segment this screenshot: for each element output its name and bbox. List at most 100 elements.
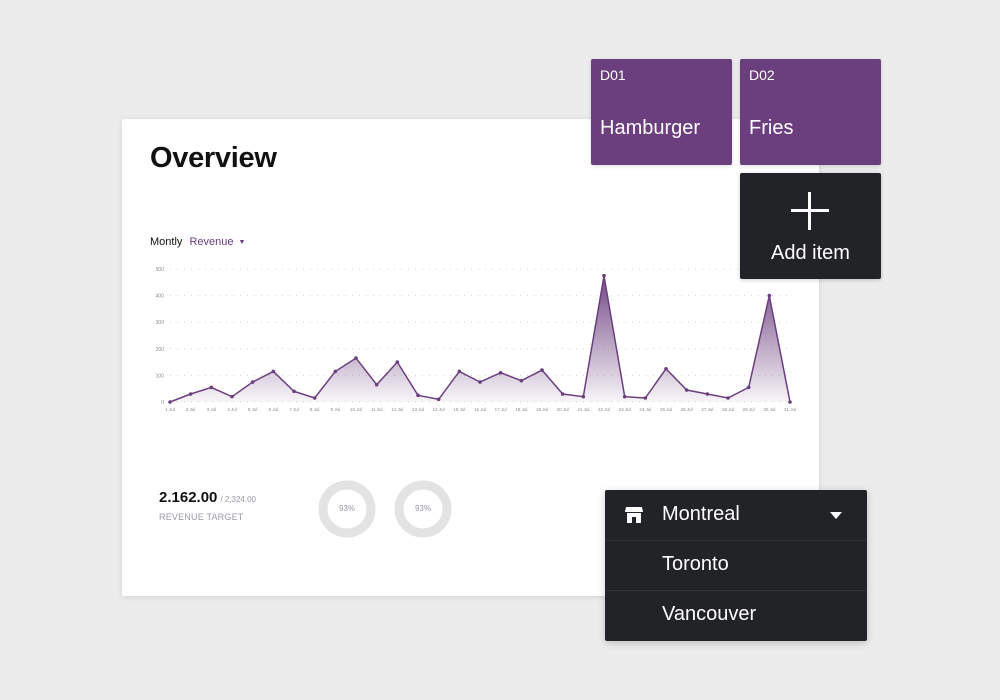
data-point (581, 394, 586, 399)
data-point (209, 385, 214, 390)
store-icon (625, 507, 643, 523)
plus-icon (791, 192, 829, 230)
location-label: Vancouver (662, 603, 757, 625)
item-code: D02 (749, 67, 775, 83)
x-tick-label: 27 Jul (701, 407, 713, 412)
x-tick-label: 10 Jul (350, 407, 362, 412)
x-tick-label: 26 Jul (681, 407, 693, 412)
metric-select-label: Revenue (189, 236, 234, 248)
data-point (292, 389, 296, 394)
data-point (230, 394, 234, 399)
data-point (354, 356, 358, 360)
add-item-button[interactable]: Add item (740, 173, 881, 279)
data-point (767, 293, 772, 298)
x-tick-label: 9 Jul (331, 407, 341, 412)
revenue-metric: 2.162.00/ 2,324.00 (159, 489, 256, 506)
revenue-target-value: / 2,324.00 (220, 495, 256, 504)
data-point (788, 400, 792, 404)
data-point (498, 370, 503, 375)
x-tick-label: 31 Jul (784, 407, 796, 412)
data-point (664, 366, 668, 371)
data-point (560, 392, 565, 396)
x-tick-label: 29 Jul (743, 407, 755, 412)
data-point (168, 400, 172, 404)
y-tick-label: 0 (161, 400, 164, 406)
x-tick-label: 16 Jul (474, 407, 486, 412)
donut-1-percent: 93% (338, 504, 355, 513)
x-tick-label: 3 Jul (207, 407, 217, 412)
metric-select[interactable]: Revenue ▼ (189, 236, 245, 248)
x-tick-label: 28 Jul (722, 407, 734, 412)
location-dropdown: Montreal Toronto Vancouver (605, 490, 867, 641)
item-name: Fries (749, 117, 794, 139)
x-tick-label: 1 Jul (165, 407, 175, 412)
add-item-label: Add item (771, 242, 850, 264)
x-tick-label: 30 Jul (763, 407, 775, 412)
x-tick-label: 12 Jul (391, 407, 403, 412)
y-tick-label: 400 (156, 294, 165, 300)
x-tick-label: 11 Jul (371, 407, 383, 412)
page-title: Overview (150, 142, 277, 174)
chevron-down-icon[interactable] (830, 512, 842, 519)
y-tick-label: 100 (156, 373, 165, 379)
y-tick-label: 300 (156, 320, 165, 326)
data-point (705, 392, 710, 396)
location-label: Toronto (662, 553, 729, 575)
data-point (602, 273, 606, 278)
data-point (540, 368, 544, 372)
item-tile-hamburger[interactable]: D01 Hamburger (591, 59, 732, 165)
location-option-montreal[interactable]: Montreal (605, 490, 867, 541)
data-point (312, 396, 317, 400)
x-tick-label: 13 Jul (412, 407, 424, 412)
overview-card: Overview Montly Revenue ▼ 0 100 200 300 400 50… (122, 119, 819, 596)
x-tick-label: 21 Jul (577, 407, 589, 412)
donut-chart-1: 93% (317, 479, 377, 539)
donut-2-percent: 93% (414, 504, 431, 513)
data-point (271, 369, 276, 374)
x-tick-label: 18 Jul (515, 407, 527, 412)
location-option-toronto[interactable]: Toronto (605, 540, 867, 591)
x-tick-label: 15 Jul (453, 407, 465, 412)
x-tick-label: 24 Jul (639, 407, 651, 412)
item-code: D01 (600, 67, 626, 83)
x-tick-label: 7 Jul (289, 407, 299, 412)
x-tick-label: 20 Jul (557, 407, 569, 412)
x-tick-label: 25 Jul (660, 407, 672, 412)
chart-filter: Montly Revenue ▼ (150, 236, 245, 248)
data-point (374, 382, 379, 387)
data-point (643, 396, 648, 400)
data-point (478, 380, 482, 384)
data-point (684, 388, 689, 392)
data-point (622, 394, 627, 399)
y-tick-label: 200 (156, 347, 165, 353)
period-label: Montly (150, 236, 183, 248)
x-tick-label: 5 Jul (248, 407, 258, 412)
data-point (436, 397, 441, 402)
data-point (250, 380, 255, 384)
x-tick-label: 4 Jul (227, 407, 237, 412)
revenue-value: 2.162.00 (159, 489, 218, 506)
data-point (416, 393, 420, 398)
data-point (746, 385, 751, 390)
x-tick-label: 6 Jul (269, 407, 279, 412)
data-point (726, 396, 730, 400)
data-point (395, 360, 400, 364)
data-point (519, 378, 524, 383)
caret-down-icon: ▼ (238, 238, 246, 246)
x-tick-label: 2 Jul (186, 407, 196, 412)
y-tick-label: 500 (156, 267, 165, 273)
x-tick-label: 14 Jul (433, 407, 445, 412)
x-tick-label: 8 Jul (310, 407, 320, 412)
revenue-chart: 0 100 200 300 400 500 1 Jul 2 Jul 3 Jul 4 Jul 5 Ju… (156, 267, 796, 412)
x-tick-label: 22 Jul (598, 407, 610, 412)
revenue-target-label: REVENUE TARGET (159, 512, 244, 522)
location-option-vancouver[interactable]: Vancouver (605, 590, 867, 640)
data-point (188, 392, 193, 396)
item-name: Hamburger (600, 117, 701, 139)
x-tick-label: 19 Jul (536, 407, 548, 412)
x-tick-label: 17 Jul (495, 407, 507, 412)
data-point (457, 369, 462, 374)
data-point (333, 369, 338, 374)
item-tile-fries[interactable]: D02 Fries (740, 59, 881, 165)
location-label: Montreal (662, 503, 740, 525)
